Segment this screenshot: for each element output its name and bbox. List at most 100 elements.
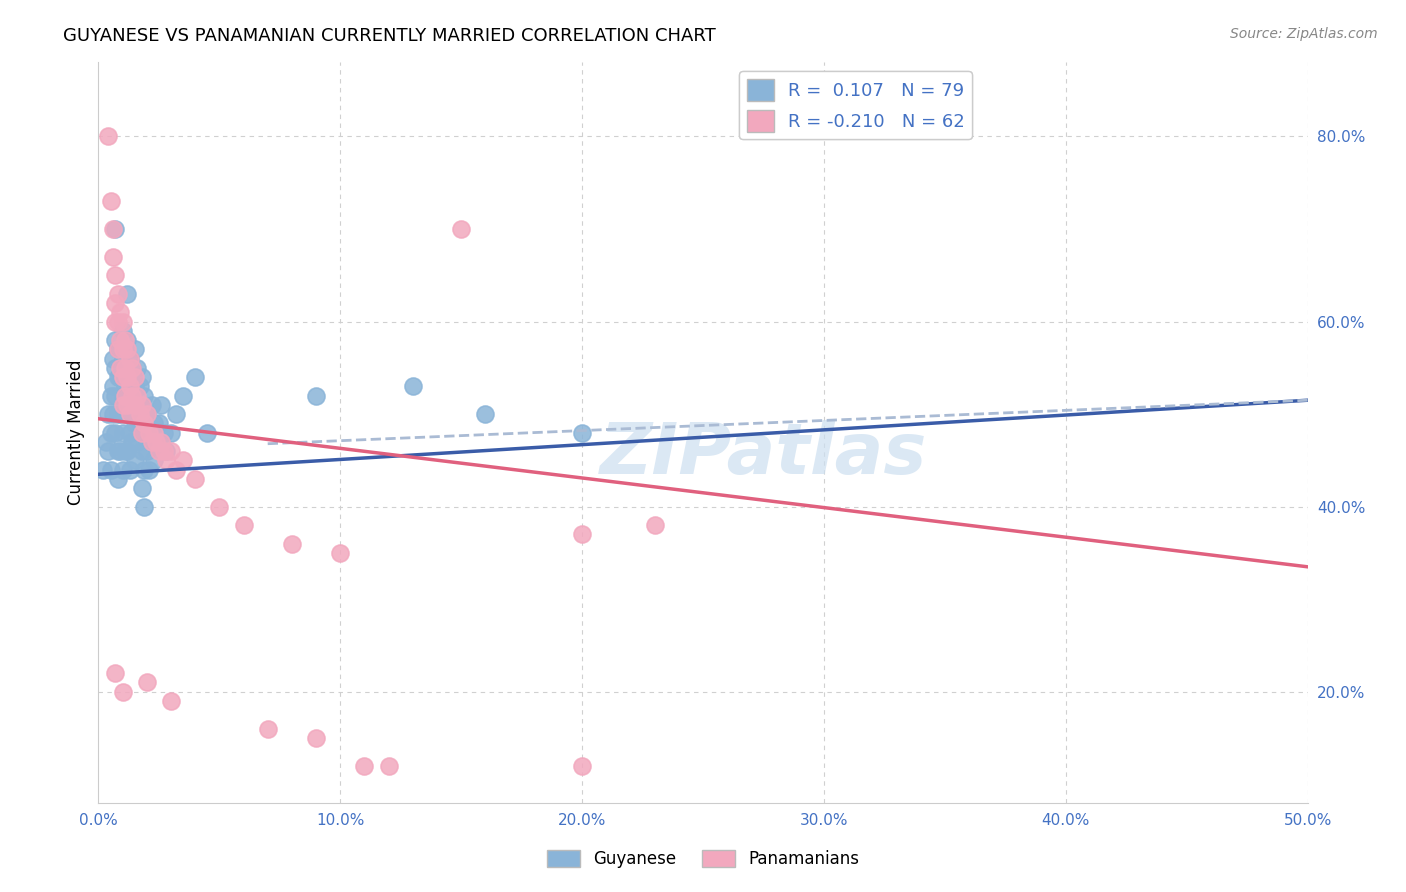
Point: [118, 351, 141, 366]
Point: [184, 370, 207, 384]
Point: [134, 425, 156, 440]
Point: [108, 305, 131, 319]
Point: [135, 407, 157, 421]
Point: [143, 425, 166, 440]
Point: [305, 731, 328, 745]
Point: [138, 462, 160, 476]
Point: [104, 314, 127, 328]
Point: [121, 360, 143, 375]
Point: [184, 472, 207, 486]
Point: [91, 462, 114, 476]
Point: [107, 370, 129, 384]
Point: [353, 758, 375, 772]
Point: [127, 398, 149, 412]
Point: [100, 462, 122, 476]
Point: [111, 343, 134, 357]
Point: [114, 360, 136, 375]
Point: [117, 398, 139, 412]
Legend: R =  0.107   N = 79, R = -0.210   N = 62: R = 0.107 N = 79, R = -0.210 N = 62: [740, 71, 972, 139]
Point: [111, 314, 134, 328]
Point: [108, 343, 131, 357]
Point: [104, 666, 127, 681]
Point: [155, 453, 177, 467]
Point: [571, 758, 593, 772]
Point: [131, 481, 153, 495]
Point: [117, 343, 139, 357]
Point: [124, 379, 146, 393]
Point: [143, 453, 166, 467]
Point: [152, 444, 174, 458]
Point: [165, 407, 187, 421]
Text: GUYANESE VS PANAMANIAN CURRENTLY MARRIED CORRELATION CHART: GUYANESE VS PANAMANIAN CURRENTLY MARRIED…: [63, 27, 716, 45]
Point: [160, 694, 183, 708]
Point: [124, 370, 146, 384]
Point: [111, 324, 134, 338]
Point: [111, 398, 134, 412]
Point: [172, 453, 194, 467]
Point: [145, 434, 167, 449]
Point: [148, 444, 170, 458]
Point: [152, 425, 174, 440]
Point: [135, 407, 157, 421]
Point: [100, 425, 122, 440]
Point: [101, 222, 124, 236]
Point: [135, 675, 157, 690]
Point: [121, 389, 143, 403]
Point: [108, 370, 131, 384]
Point: [108, 360, 131, 375]
Point: [107, 314, 129, 328]
Point: [111, 351, 134, 366]
Point: [208, 500, 231, 514]
Text: Source: ZipAtlas.com: Source: ZipAtlas.com: [1230, 27, 1378, 41]
Point: [165, 462, 187, 476]
Point: [128, 379, 150, 393]
Point: [127, 434, 149, 449]
Point: [108, 333, 131, 347]
Point: [97, 407, 120, 421]
Point: [107, 343, 129, 357]
Point: [124, 343, 146, 357]
Point: [474, 407, 496, 421]
Point: [118, 462, 141, 476]
Point: [450, 222, 472, 236]
Point: [141, 434, 163, 449]
Point: [160, 444, 183, 458]
Point: [104, 296, 127, 310]
Point: [128, 417, 150, 431]
Point: [114, 379, 136, 393]
Point: [138, 425, 160, 440]
Point: [127, 389, 149, 403]
Point: [111, 370, 134, 384]
Point: [232, 518, 254, 533]
Point: [100, 194, 122, 209]
Point: [121, 398, 143, 412]
Point: [155, 444, 177, 458]
Point: [131, 444, 153, 458]
Point: [108, 407, 131, 421]
Point: [107, 407, 129, 421]
Point: [329, 546, 352, 560]
Point: [107, 444, 129, 458]
Point: [111, 389, 134, 403]
Point: [118, 425, 141, 440]
Point: [134, 500, 156, 514]
Point: [114, 444, 136, 458]
Point: [100, 389, 122, 403]
Point: [256, 722, 278, 736]
Point: [128, 407, 150, 421]
Point: [114, 389, 136, 403]
Point: [94, 434, 117, 449]
Point: [281, 536, 304, 550]
Point: [124, 398, 146, 412]
Y-axis label: Currently Married: Currently Married: [66, 359, 84, 506]
Point: [135, 444, 157, 458]
Point: [101, 351, 124, 366]
Point: [104, 268, 127, 283]
Point: [138, 425, 160, 440]
Point: [118, 407, 141, 421]
Point: [114, 407, 136, 421]
Point: [117, 333, 139, 347]
Point: [114, 343, 136, 357]
Point: [111, 425, 134, 440]
Point: [107, 286, 129, 301]
